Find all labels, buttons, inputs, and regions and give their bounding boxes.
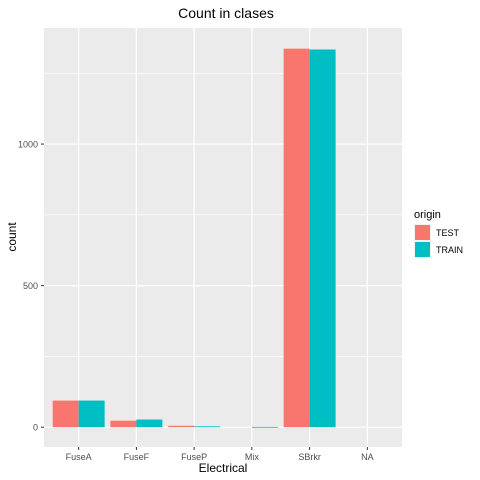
legend-swatch-test (415, 225, 430, 240)
y-tick-label: 0 (33, 423, 38, 433)
bar-train-mix (251, 426, 278, 428)
y-axis-label: count (5, 222, 19, 252)
x-tick-label: FuseF (124, 452, 150, 462)
bar-test-fusea (52, 400, 79, 428)
x-axis-label: Electrical (199, 461, 248, 475)
bar-test-fusep (168, 425, 195, 428)
legend-label-test: TEST (436, 228, 460, 238)
x-tick-label: NA (361, 452, 374, 462)
bar-test-fusef (110, 420, 137, 428)
plot-panel (44, 28, 402, 447)
bar-train-sbrkr (309, 49, 336, 428)
bar-train-fusea (78, 400, 105, 428)
x-tick-label: FuseP (181, 452, 207, 462)
y-tick-label: 1000 (18, 140, 38, 150)
x-tick-label: Mix (245, 452, 259, 462)
axes: 0 500 1000 FuseA FuseF FuseP Mix SBrkr NA (18, 140, 374, 462)
x-tick-label: FuseA (66, 452, 92, 462)
legend-swatch-train (415, 242, 430, 257)
legend: origin TEST TRAIN (414, 209, 463, 258)
x-tick-label: SBrkr (298, 452, 321, 462)
legend-label-train: TRAIN (436, 245, 463, 255)
bars (52, 48, 336, 428)
bar-train-fusef (136, 419, 163, 428)
bar-train-fusep (194, 426, 221, 428)
legend-title: origin (414, 209, 441, 221)
bar-test-sbrkr (283, 48, 310, 428)
y-tick-label: 500 (23, 281, 38, 291)
chart-title: Count in clases (178, 5, 274, 21)
